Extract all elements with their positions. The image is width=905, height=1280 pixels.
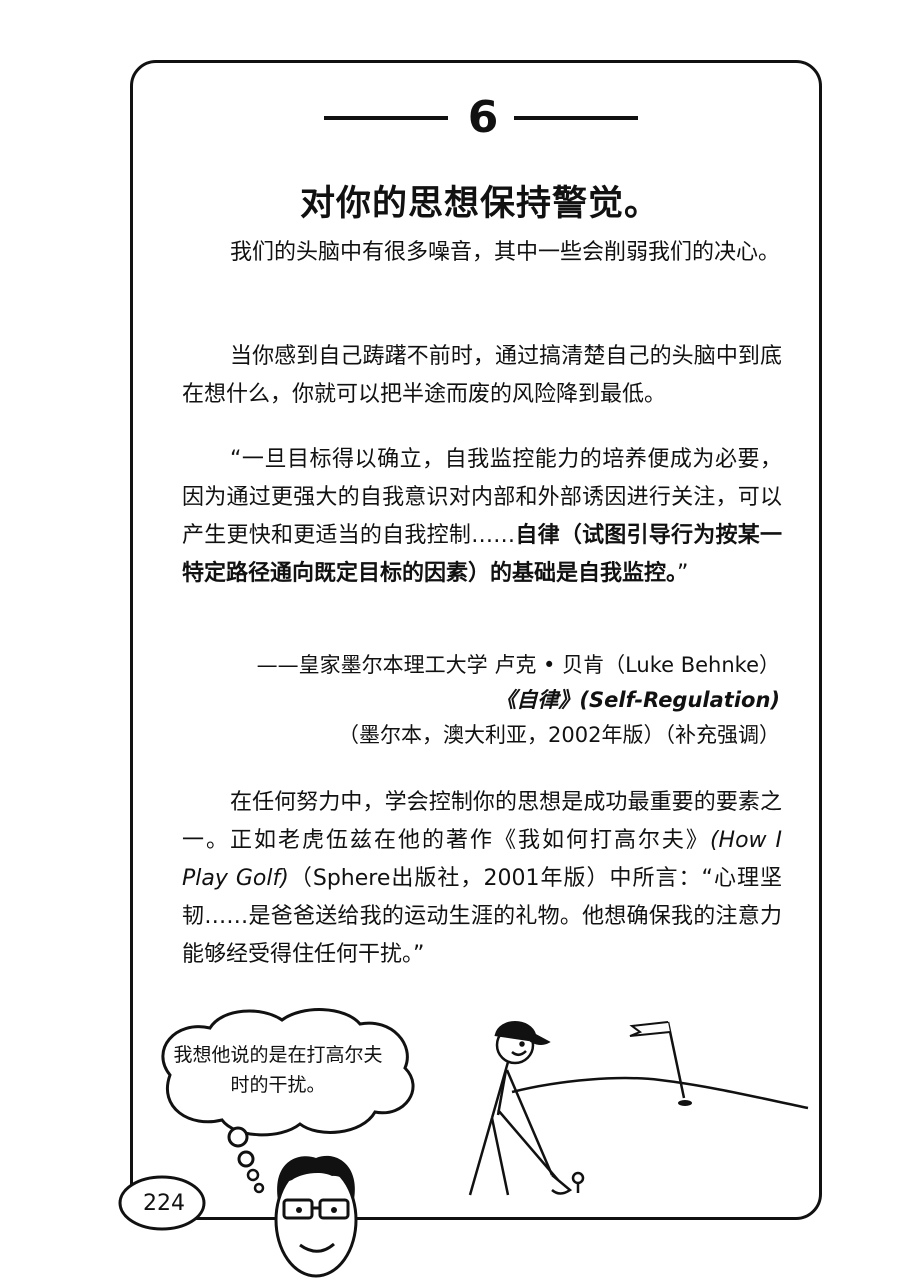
golf-flag-icon <box>629 1021 692 1106</box>
page-number-oval <box>118 1175 206 1231</box>
paragraph-2: 当你感到自己踌躇不前时，通过搞清楚自己的头脑中到底在想什么，你就可以把半途而废的… <box>182 344 782 407</box>
left-rule <box>324 116 448 120</box>
citation-work: 《自律》(Self-Regulation) <box>182 683 780 718</box>
citation-details: （墨尔本，澳大利亚，2002年版）（补充强调） <box>338 723 780 747</box>
quote-bold: 自律（试图引导行为按某一特定路径通向既定目标的因素）的基础是自我监控。 <box>182 523 782 586</box>
citation-work-title: 《自律》(Self-Regulation) <box>495 688 780 712</box>
paragraph-3-italic: (How I Play Golf) <box>182 828 782 891</box>
golfer-figure <box>468 1021 585 1196</box>
thought-dot-4 <box>253 1182 265 1194</box>
thought-bubble-text: 我想他说的是在打高尔夫时的干扰。 <box>173 1044 383 1096</box>
quote-regular: “一旦目标得以确立，自我监控能力的培养便成为必要，因为通过更强大的自我意识对内部… <box>182 447 782 548</box>
paragraph-3-part1: 在任何努力中，学会控制你的思想是成功最重要的要素之一。正如老虎伍兹在他的著作《我… <box>182 790 782 853</box>
section-title: 对你的思想保持警觉。 <box>299 184 660 224</box>
page-frame <box>130 60 822 1220</box>
thought-dot-3 <box>246 1168 260 1182</box>
character-face-icon <box>274 1155 358 1278</box>
thought-dot-2 <box>237 1150 255 1168</box>
citation-author: ——皇家墨尔本理工大学 卢克 • 贝肯（Luke Behnke） <box>256 653 780 677</box>
right-rule <box>514 116 638 120</box>
section-number: 6 <box>467 92 499 143</box>
paragraph-3-part2: （Sphere出版社，2001年版）中所言：“心理坚韧……是爸爸送给我的运动生涯… <box>182 866 782 967</box>
quote-close: ” <box>677 561 689 586</box>
paragraph-1: 我们的头脑中有很多噪音，其中一些会削弱我们的决心。 <box>230 240 781 265</box>
paragraph-3: 在任何努力中，学会控制你的思想是成功最重要的要素之一。正如老虎伍兹在他的著作《我… <box>182 784 782 974</box>
thought-dot-1 <box>227 1126 249 1148</box>
quote-block: “一旦目标得以确立，自我监控能力的培养便成为必要，因为通过更强大的自我意识对内部… <box>182 441 782 593</box>
section-header: 6 <box>0 92 905 152</box>
golf-hill <box>511 1076 809 1110</box>
page-number: 224 <box>143 1191 185 1216</box>
